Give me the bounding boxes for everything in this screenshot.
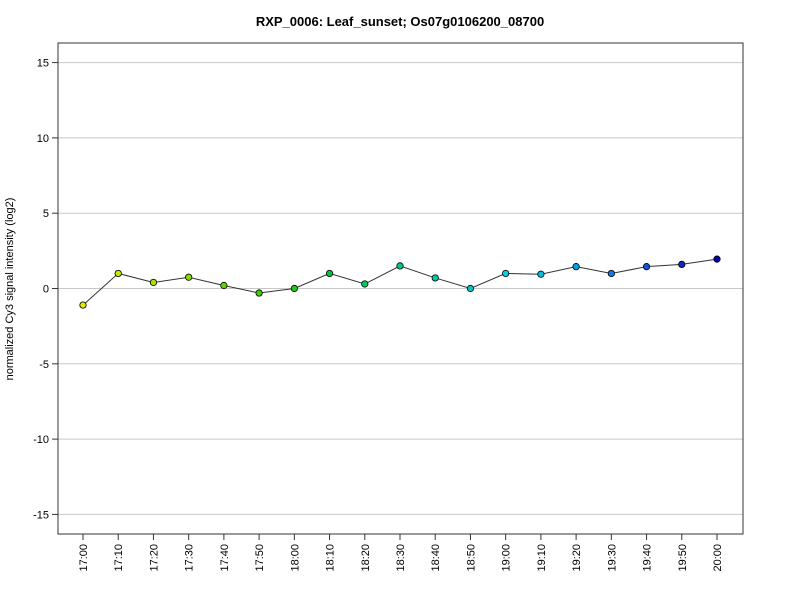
data-point [678,260,686,269]
data-point [220,281,228,290]
y-tick-label: 15 [37,58,49,70]
grid-lines [58,62,743,515]
y-tick-label: -10 [33,434,49,446]
data-point [361,280,369,288]
data-point [290,284,298,293]
series [79,255,721,309]
y-tick-label: -15 [33,509,49,521]
x-tick-label: 19:30 [606,544,618,572]
y-axis-label: normalized Cy3 signal intensity (log2) [4,198,16,381]
y-tick-label: 10 [37,133,49,145]
x-tick-label: 19:20 [571,544,583,572]
chart-title: RXP_0006: Leaf_sunset; Os07g0106200_0870… [256,14,544,29]
x-tick-label: 19:00 [501,544,513,572]
x-tick-label: 19:40 [642,544,654,572]
data-point [607,269,615,278]
x-tick-label: 18:40 [430,544,442,572]
x-tick-label: 18:10 [325,544,337,572]
data-point [713,255,721,263]
x-tick-label: 20:00 [712,544,724,572]
data-point [185,273,193,281]
y-axis: -15 -10 -5 0 5 10 15 [33,58,58,521]
data-point [79,301,87,309]
x-tick-label: 17:30 [184,544,196,572]
x-tick-label: 19:50 [677,544,689,572]
x-axis: 17:00 17:10 17:20 17:30 17:40 17:50 18:00 18:10… [78,534,724,572]
x-tick-label: 18:00 [289,544,301,572]
x-tick-label: 18:20 [360,544,372,572]
data-point [255,289,263,297]
x-tick-label: 17:20 [148,544,160,572]
data-point [396,262,404,270]
x-tick-label: 17:10 [113,544,125,572]
x-tick-label: 18:30 [395,544,407,572]
x-tick-label: 17:50 [254,544,266,572]
data-point [537,270,545,278]
x-tick-label: 18:50 [465,544,477,572]
y-tick-label: 0 [43,284,49,296]
x-tick-label: 19:10 [536,544,548,572]
data-point [149,278,158,287]
data-point [325,269,334,278]
data-point [114,269,122,278]
data-point [572,263,580,271]
data-point [431,274,439,282]
data-point [466,284,475,293]
data-point [502,269,510,278]
y-tick-label: 5 [43,208,49,220]
y-tick-label: -5 [39,359,49,371]
data-point [642,263,651,271]
x-tick-label: 17:00 [78,544,90,572]
x-tick-label: 17:40 [219,544,231,572]
